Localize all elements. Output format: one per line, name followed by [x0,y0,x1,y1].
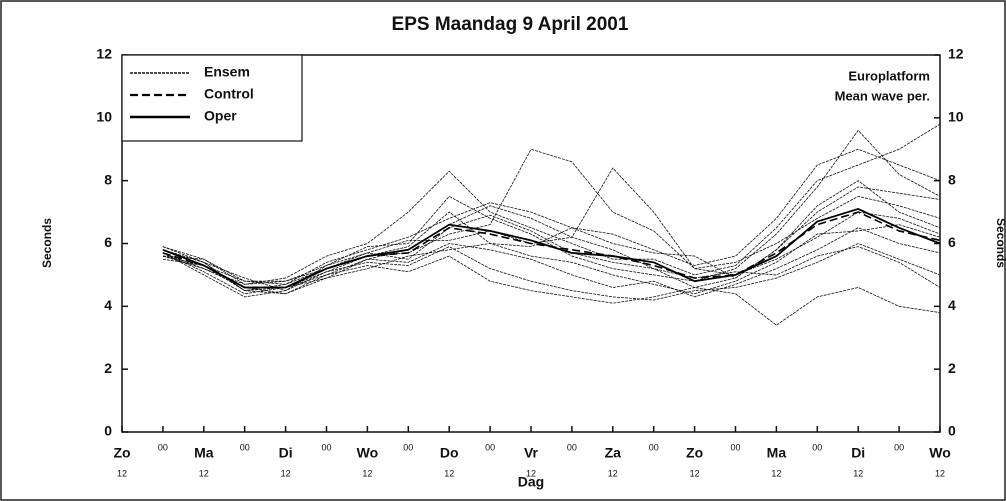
y2-tick-label: 6 [948,234,956,250]
x-tick-sublabel: 12 [935,468,945,478]
ensemble-line [162,167,941,292]
x-tick-label: Za [605,445,622,461]
ensemble-line [162,123,941,285]
y-axis-label: Seconds [40,218,54,268]
x-tick-label: Zo [686,445,703,461]
x-tick-sublabel: 12 [771,468,781,478]
x-axis-label: Dag [518,474,544,490]
x-tick-label: 00 [158,442,168,452]
annotation: Europlatform [848,68,930,83]
series-line [162,207,941,289]
ensemble-line [162,148,941,292]
y-tick-label: 4 [104,297,112,313]
legend-label: Control [204,86,254,102]
x-tick-label: 00 [649,442,659,452]
y-tick-label: 0 [104,423,112,439]
ensemble-line [162,214,941,288]
y2-tick-label: 10 [948,109,964,125]
x-tick-label: Wo [357,445,379,461]
y2-axis-label: Seconds [994,218,1006,268]
y-tick-label: 2 [104,360,112,376]
x-tick-label: Ma [767,445,787,461]
ensemble-line [162,129,941,285]
x-tick-label: 00 [321,442,331,452]
x-tick-label: 00 [567,442,577,452]
x-tick-sublabel: 12 [608,468,618,478]
x-tick-label: 00 [812,442,822,452]
y2-tick-label: 12 [948,46,964,62]
x-tick-label: Ma [194,445,214,461]
legend-label: Oper [204,108,237,124]
x-tick-label: Di [279,445,293,461]
x-tick-sublabel: 12 [117,468,127,478]
x-tick-sublabel: 12 [853,468,863,478]
x-tick-sublabel: 12 [444,468,454,478]
x-tick-label: 00 [240,442,250,452]
x-tick-sublabel: 12 [362,468,372,478]
x-tick-sublabel: 12 [526,468,536,478]
x-tick-label: Vr [524,445,539,461]
x-tick-label: Zo [113,445,130,461]
y-tick-label: 6 [104,234,112,250]
x-tick-label: Di [851,445,865,461]
x-tick-label: 00 [730,442,740,452]
legend-box [121,54,303,142]
x-tick-sublabel: 12 [690,468,700,478]
ensemble-line [162,148,941,285]
x-tick-label: 00 [894,442,904,452]
x-tick-label: Wo [929,445,951,461]
legend-label: Ensem [204,64,250,80]
y2-tick-label: 0 [948,423,956,439]
y-tick-label: 8 [104,171,112,187]
annotation: Mean wave per. [835,88,930,103]
ensemble-line [162,227,941,298]
x-tick-label: Do [440,445,459,461]
x-tick-sublabel: 12 [199,468,209,478]
y2-tick-label: 2 [948,360,956,376]
chart-title: EPS Maandag 9 April 2001 [392,14,629,35]
ensemble-line [162,243,941,301]
x-tick-label: 00 [403,442,413,452]
ensemble-line [162,180,941,295]
ensemble-line [162,224,941,295]
x-tick-label: 00 [485,442,495,452]
y-tick-label: 12 [96,46,112,62]
y-tick-label: 10 [96,109,112,125]
y2-tick-label: 4 [948,297,956,313]
y2-tick-label: 8 [948,171,956,187]
ensemble-line [162,255,941,326]
x-tick-sublabel: 12 [281,468,291,478]
